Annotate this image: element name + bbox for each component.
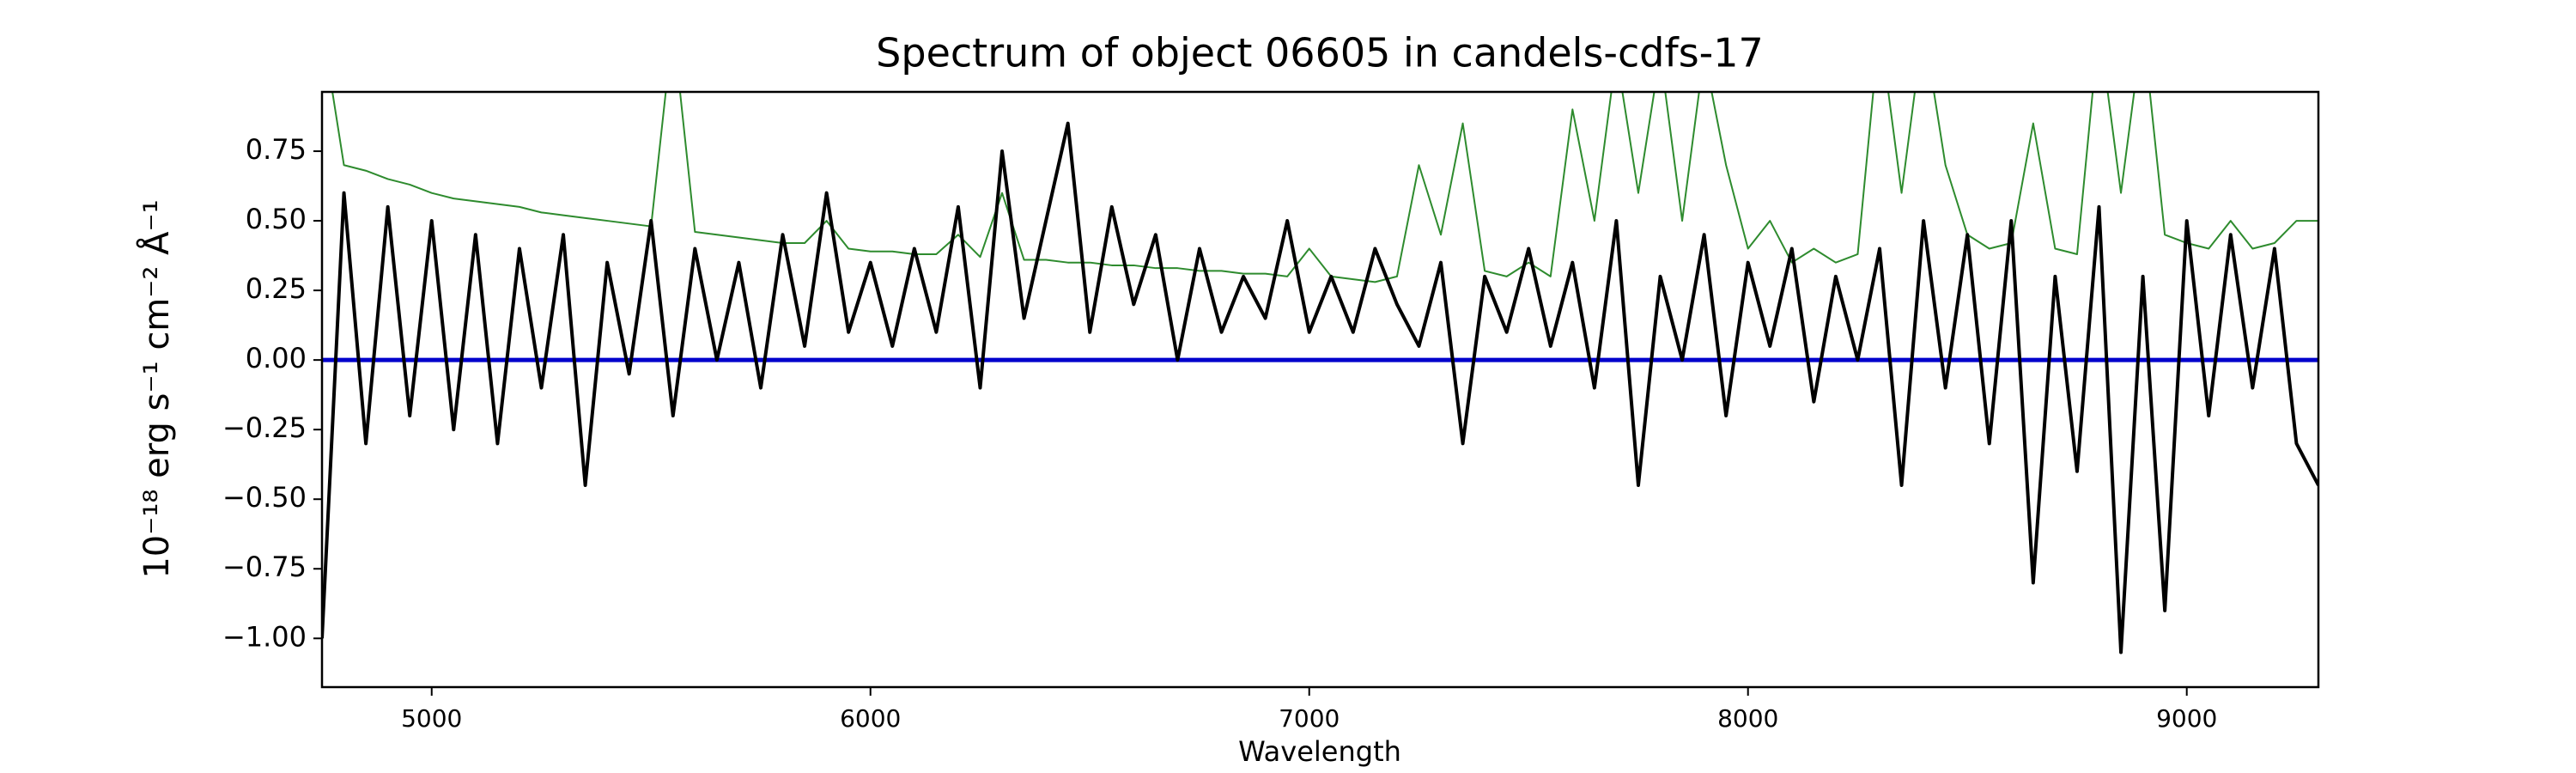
y-tick-label: 0.25 — [246, 272, 307, 305]
chart-title: Spectrum of object 06605 in candels-cdfs… — [876, 30, 1764, 76]
x-axis-label: Wavelength — [1238, 735, 1401, 768]
axes-frame — [320, 90, 2320, 689]
y-tick-label: 0.50 — [246, 203, 307, 235]
y-tick-label: −0.25 — [222, 411, 307, 444]
y-tick-label: 0.00 — [246, 342, 307, 374]
x-tick-label: 5000 — [401, 704, 462, 733]
x-tick-label: 9000 — [2156, 704, 2217, 733]
spectrum-line — [322, 121, 2318, 654]
x-tick-label: 7000 — [1279, 704, 1340, 733]
y-tick-label: 0.75 — [246, 133, 307, 166]
x-tick-label: 8000 — [1717, 704, 1778, 733]
y-tick-label: −0.50 — [222, 481, 307, 514]
y-tick-label: −0.75 — [222, 551, 307, 583]
y-axis-label: 10⁻¹⁸ erg s⁻¹ cm⁻² Å⁻¹ — [136, 199, 177, 578]
spectrum-line — [331, 92, 2318, 283]
x-tick-label: 6000 — [840, 704, 901, 733]
plot-area — [322, 92, 2318, 654]
y-tick-label: −1.00 — [222, 620, 307, 653]
